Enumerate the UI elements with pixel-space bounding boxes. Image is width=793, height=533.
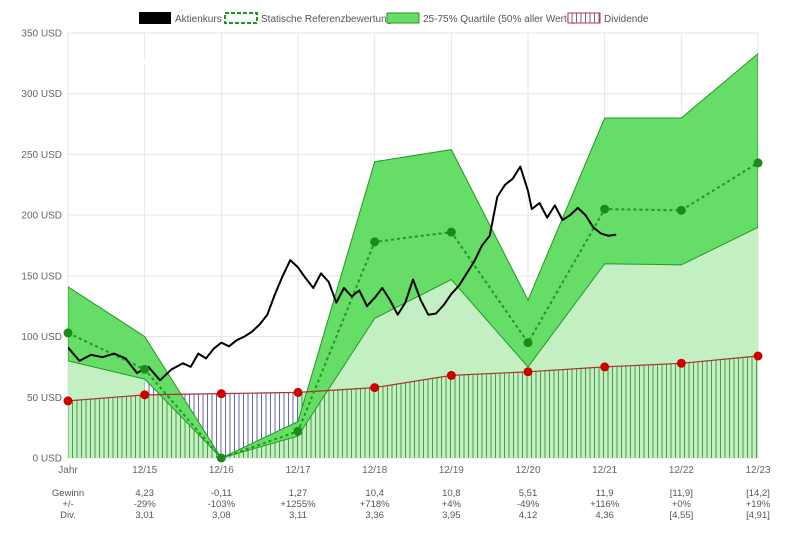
x-tick-label: Jahr — [58, 465, 78, 476]
dividend-point — [370, 383, 380, 393]
reference-point — [216, 453, 226, 463]
legend-swatch-price — [139, 12, 171, 24]
legend-swatch-quartile — [386, 12, 420, 24]
dividend-point — [523, 367, 533, 377]
legend-label-dividend: Dividende — [604, 14, 649, 25]
dividend-point — [753, 351, 763, 361]
legend-label-reference: Statische Referenzbewertung — [261, 14, 392, 25]
table-cell: [11,9] — [670, 488, 693, 499]
price-line — [68, 165, 617, 382]
y-tick-label: 250 USD — [21, 150, 62, 161]
reference-point — [753, 158, 763, 168]
y-tick-label: 50 USD — [27, 393, 62, 404]
table-cell: 1,27 — [289, 488, 308, 499]
y-tick-label: 200 USD — [21, 211, 62, 222]
reference-point — [370, 237, 380, 247]
table-cell: -103% — [208, 499, 236, 510]
table-cell: [4,55] — [669, 510, 693, 521]
table-cell: +4% — [442, 499, 462, 510]
dividend-point — [140, 390, 150, 400]
dividend-point — [63, 396, 73, 406]
x-tick-label: 12/21 — [592, 465, 617, 476]
table-cell: 3,11 — [289, 510, 307, 521]
dividend-line — [68, 355, 758, 402]
table-cell: 3,01 — [135, 510, 154, 521]
quartile-band — [68, 52, 758, 458]
reference-point — [446, 227, 456, 237]
table-cell: 4,12 — [519, 510, 538, 521]
dividend-point — [216, 389, 226, 399]
y-axis: 0 USD 50 USD 100 USD 150 USD 200 USD 250 USD 3… — [21, 29, 62, 465]
dividend-point — [676, 358, 686, 368]
dividend-point — [293, 387, 303, 397]
plot-lines — [68, 162, 758, 458]
table-cell: [4,91] — [746, 510, 770, 521]
legend-label-price: Aktienkurs — [175, 14, 222, 25]
table-cell: +718% — [360, 499, 390, 510]
reference-point — [63, 328, 73, 338]
x-tick-label: 12/18 — [362, 465, 387, 476]
reference-point — [293, 426, 303, 436]
legend-label-quartile: 25-75% Quartile (50% aller Werte) — [423, 14, 576, 25]
table-cell: 10,4 — [365, 488, 384, 499]
y-tick-label: 100 USD — [21, 332, 62, 343]
dividend-point — [600, 362, 610, 372]
x-tick-label: 12/23 — [745, 465, 770, 476]
x-tick-label: 12/17 — [285, 465, 310, 476]
table-cell: 4,36 — [595, 510, 614, 521]
table-cell: 3,95 — [442, 510, 461, 521]
table-cell: 3,08 — [212, 510, 231, 521]
table-cell: 3,36 — [365, 510, 384, 521]
reference-point — [676, 205, 686, 215]
y-tick-label: 350 USD — [21, 29, 62, 40]
table-cell: 4,23 — [135, 488, 154, 499]
table-cell: 10,8 — [442, 488, 461, 499]
legend-swatch-reference — [224, 12, 258, 24]
plot-points — [63, 158, 763, 463]
financial-table: Gewinn+/-Div. 4,23-29%3,01 -0,11-103%3,08 1… — [52, 488, 771, 521]
table-cell: [14,2] — [746, 488, 770, 499]
table-row-label: Div. — [60, 510, 76, 521]
table-row-label: Gewinn — [52, 488, 84, 499]
reference-point — [523, 338, 533, 348]
watermark: aktienbewertung.info — [88, 53, 219, 68]
table-cell: +19% — [746, 499, 771, 510]
table-cell: +1255% — [280, 499, 316, 510]
table-cell: 11,9 — [596, 488, 614, 499]
x-tick-label: 12/19 — [439, 465, 464, 476]
y-tick-label: 150 USD — [21, 271, 62, 282]
reference-point — [600, 204, 610, 214]
table-cell: -29% — [134, 499, 157, 510]
table-cell: +0% — [672, 499, 692, 510]
dividend-point — [446, 370, 456, 380]
x-tick-label: 12/22 — [669, 465, 694, 476]
x-tick-label: 12/16 — [209, 465, 234, 476]
x-tick-label: 12/15 — [132, 465, 157, 476]
x-axis: Jahr 12/15 12/16 12/17 12/18 12/19 12/20 12/21 1… — [58, 465, 771, 476]
plot-areas — [68, 52, 758, 458]
table-cell: 5,51 — [519, 488, 538, 499]
y-tick-label: 0 USD — [33, 454, 62, 465]
legend: Aktienkurs Statische Referenzbewertung 2… — [139, 12, 649, 25]
legend-swatch-dividend — [567, 12, 601, 24]
x-tick-label: 12/20 — [515, 465, 540, 476]
table-cell: -0,11 — [211, 488, 232, 499]
table-cell: +116% — [590, 499, 620, 510]
y-tick-label: 300 USD — [21, 89, 62, 100]
reference-point — [140, 364, 150, 374]
table-cell: -49% — [517, 499, 540, 510]
table-row-label: +/- — [62, 499, 73, 510]
